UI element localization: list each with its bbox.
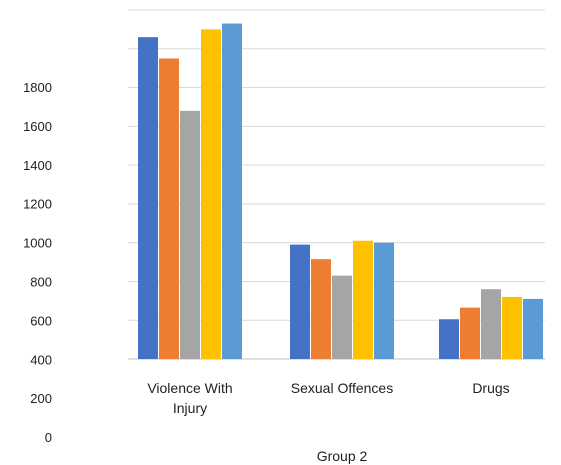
bar — [332, 275, 352, 359]
bar — [353, 240, 373, 359]
x-category-label: Drugs — [472, 380, 509, 396]
bar — [159, 58, 179, 359]
bar — [222, 23, 242, 359]
y-tick-label: 400 — [30, 352, 52, 367]
x-category-label: Violence With — [147, 380, 232, 396]
bar — [138, 37, 158, 360]
x-axis-title: Group 2 — [317, 448, 368, 464]
bar — [523, 298, 543, 359]
y-tick-label: 1000 — [23, 236, 52, 251]
bar — [311, 259, 331, 359]
y-tick-label: 1200 — [23, 197, 52, 212]
bar — [502, 296, 522, 359]
bar — [374, 242, 394, 359]
bar — [439, 319, 459, 359]
y-tick-label: 200 — [30, 391, 52, 406]
x-category-label: Sexual Offences — [291, 380, 393, 396]
x-category-label: Injury — [173, 400, 207, 416]
y-tick-label: 600 — [30, 313, 52, 328]
y-tick-label: 1400 — [23, 158, 52, 173]
y-axis-tick-labels: 1800 1600 1400 1200 1000 800 600 400 200 0 — [23, 80, 52, 445]
y-tick-label: 800 — [30, 275, 52, 290]
y-tick-label: 0 — [45, 430, 52, 445]
bar — [460, 307, 480, 359]
bars — [138, 23, 543, 360]
x-axis-category-labels: Violence With Injury Sexual Offences Drugs — [147, 380, 509, 416]
bar — [201, 29, 221, 360]
bar — [180, 110, 200, 359]
y-tick-label: 1800 — [23, 80, 52, 95]
bar — [481, 289, 501, 359]
bar — [290, 244, 310, 359]
y-tick-label: 1600 — [23, 119, 52, 134]
